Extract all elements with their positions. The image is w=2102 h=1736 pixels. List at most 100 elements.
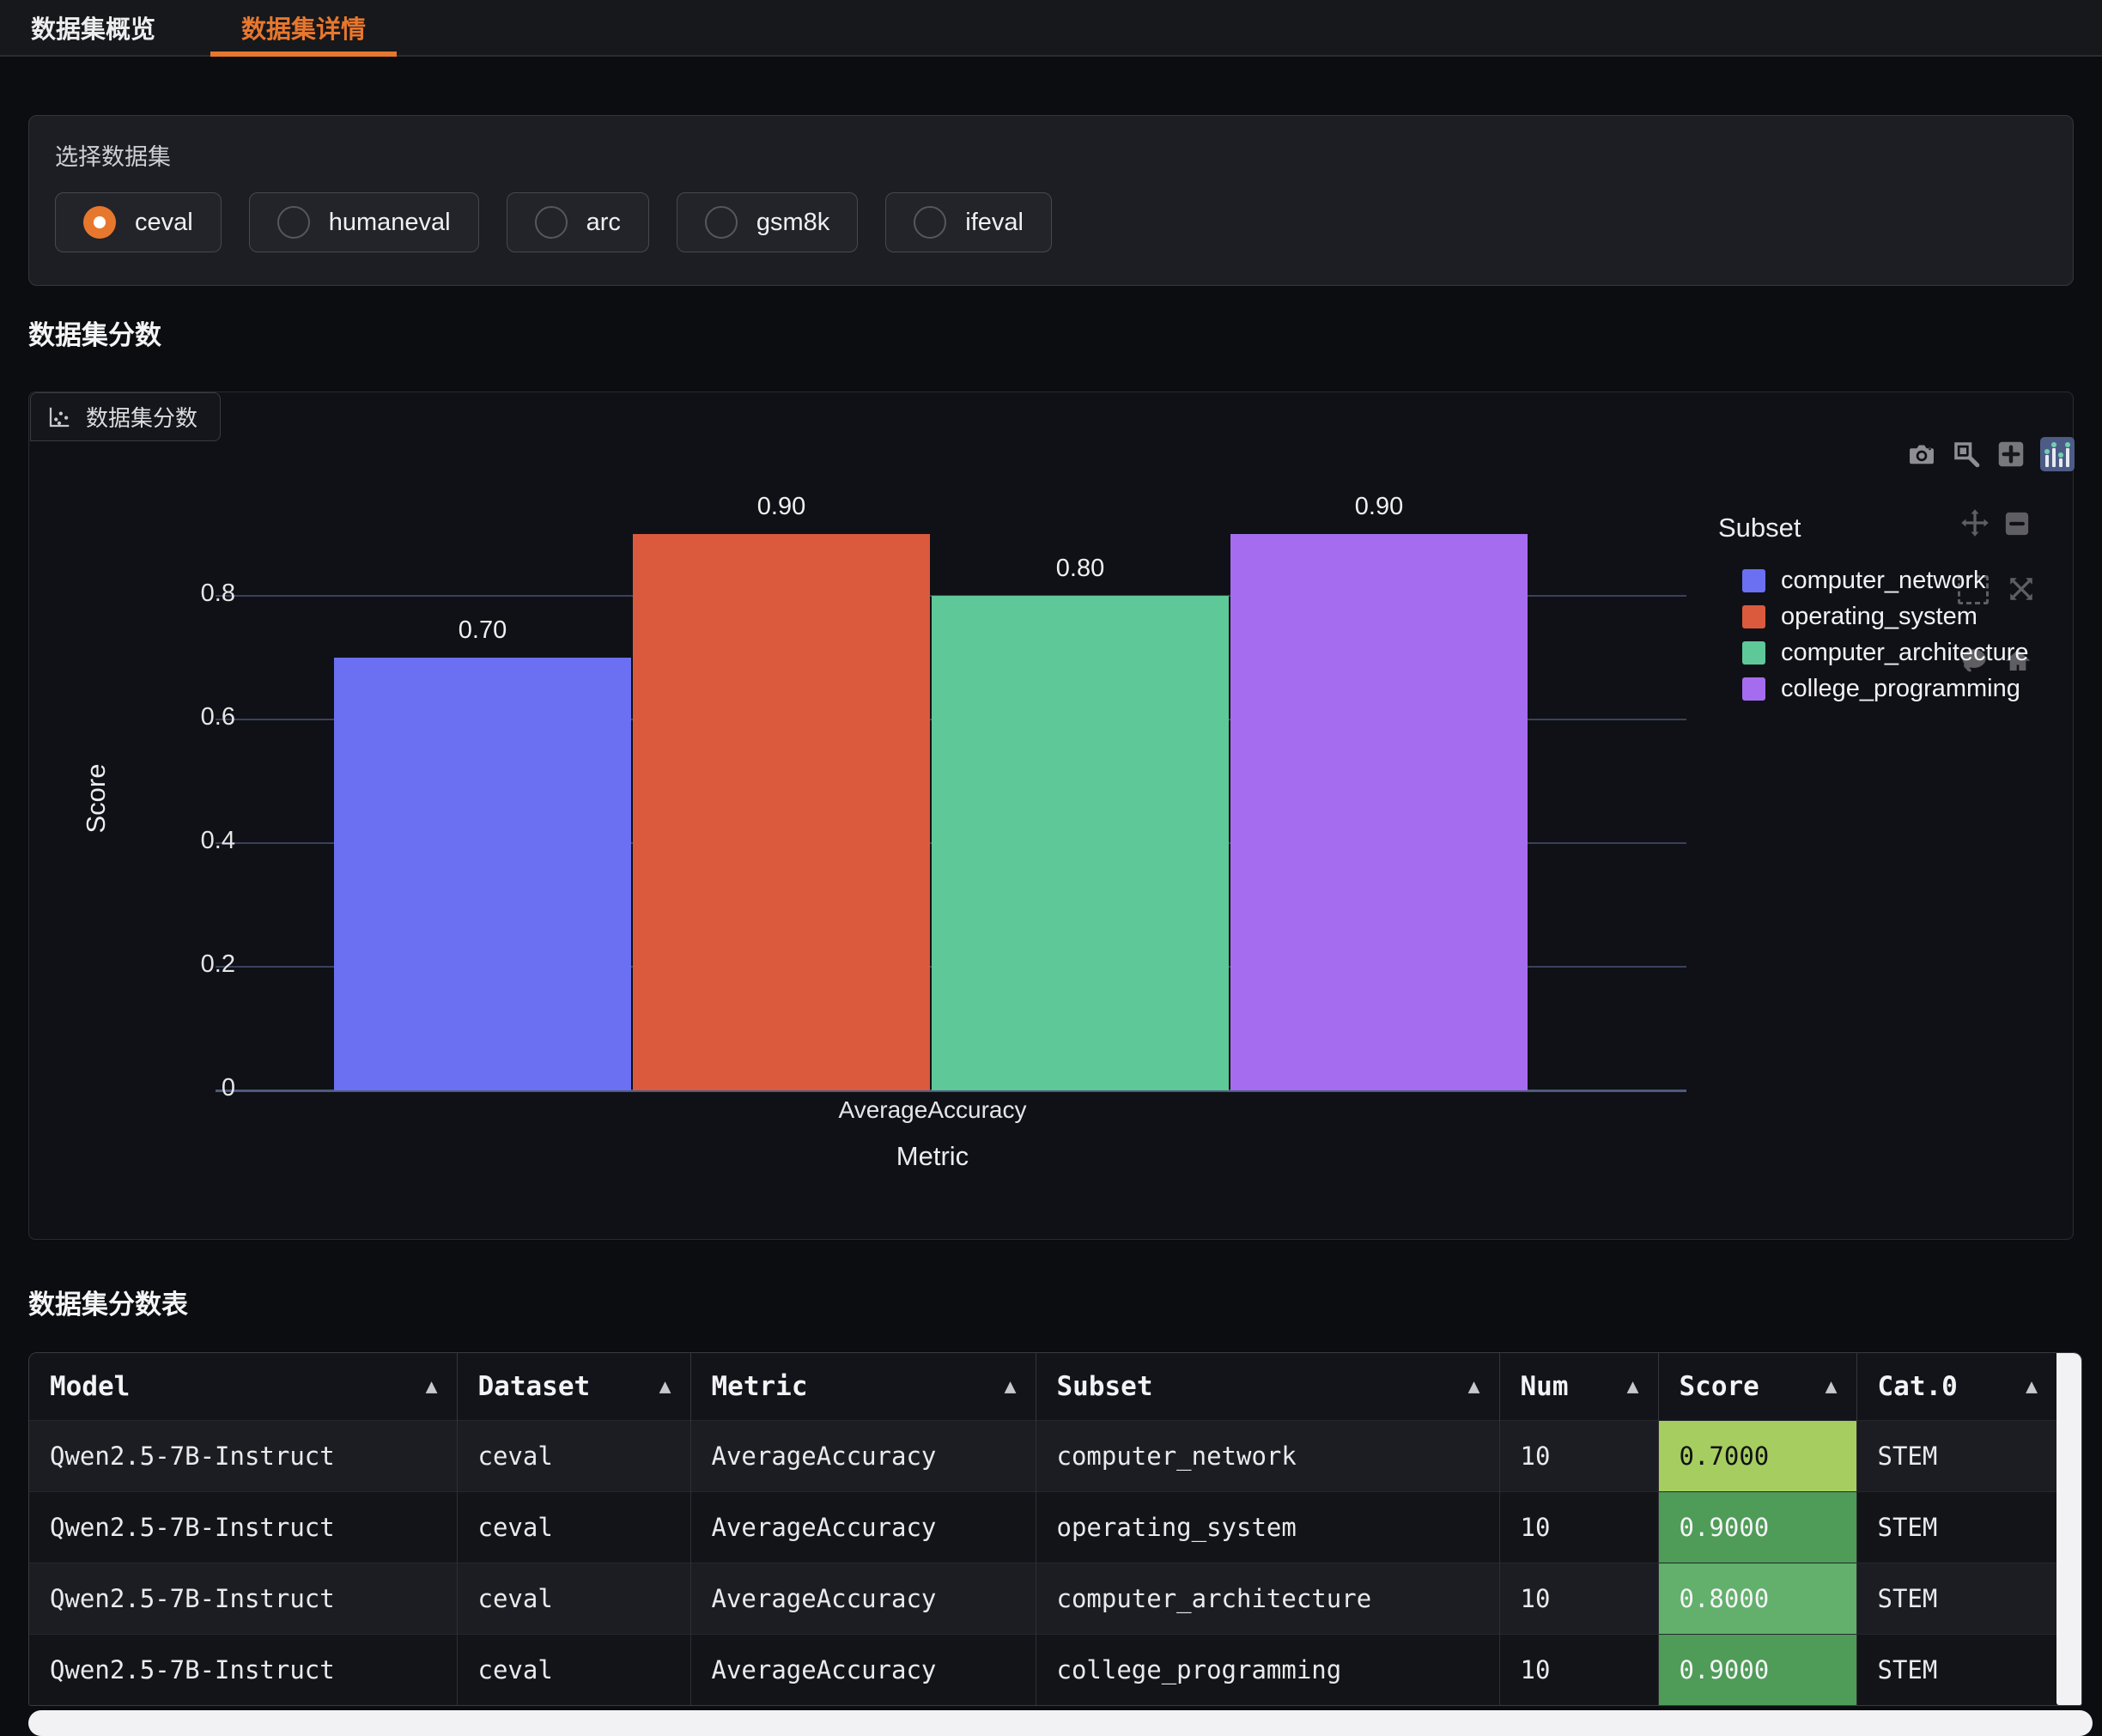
legend-item-computer_network[interactable]: computer_network: [1718, 562, 2029, 598]
table-header-row: Model▲Dataset▲Metric▲Subset▲Num▲Score▲Ca…: [29, 1353, 2056, 1421]
radio-icon: [535, 206, 568, 239]
cell-dataset: ceval: [457, 1635, 690, 1706]
column-label: Subset: [1057, 1371, 1153, 1402]
legend-label: computer_architecture: [1781, 639, 2029, 667]
legend-swatch: [1742, 569, 1765, 592]
score-cell: 0.9000: [1658, 1635, 1856, 1706]
radio-label: gsm8k: [756, 209, 829, 237]
scatter-plot-icon: [46, 404, 72, 430]
column-header-num[interactable]: Num ▲: [1499, 1353, 1658, 1421]
cell-dataset: ceval: [457, 1421, 690, 1492]
cell-num: 10: [1499, 1635, 1658, 1706]
cell-cat0: STEM: [1856, 1421, 2056, 1492]
tab-dataset-overview[interactable]: 数据集概览: [0, 0, 186, 55]
chart-chip-label: 数据集分数: [86, 401, 197, 433]
dataset-option-arc[interactable]: arc: [507, 192, 649, 252]
legend-title: Subset: [1718, 513, 2029, 543]
bar-value-label: 0.90: [633, 493, 930, 521]
bar-college_programming: [1230, 534, 1528, 1090]
cell-cat0: STEM: [1856, 1635, 2056, 1706]
y-tick-label: 0.4: [115, 827, 235, 855]
column-label: Num: [1521, 1371, 1569, 1402]
y-axis-title: Score: [81, 738, 112, 859]
radio-label: ifeval: [965, 209, 1024, 237]
legend-swatch: [1742, 641, 1765, 665]
chart-legend: Subset computer_networkoperating_systemc…: [1718, 513, 2029, 707]
column-label: Metric: [712, 1371, 808, 1402]
radio-selected-icon: [83, 206, 116, 239]
sort-arrow-icon[interactable]: ▲: [1627, 1375, 1639, 1398]
cell-model: Qwen2.5-7B-Instruct: [29, 1421, 457, 1492]
y-tick-label: 0.8: [115, 580, 235, 608]
cell-subset: college_programming: [1036, 1635, 1499, 1706]
legend-label: college_programming: [1781, 675, 2020, 703]
zoom-in-icon[interactable]: [1996, 439, 2026, 470]
dataset-select-label: 选择数据集: [55, 138, 2047, 172]
dataset-option-ceval[interactable]: ceval: [55, 192, 222, 252]
column-header-metric[interactable]: Metric ▲: [690, 1353, 1036, 1421]
cell-dataset: ceval: [457, 1563, 690, 1635]
radio-label: ceval: [135, 209, 193, 237]
chart-section-heading: 数据集分数: [28, 313, 2102, 352]
dataset-option-humaneval[interactable]: humaneval: [249, 192, 479, 252]
dataset-option-ifeval[interactable]: ifeval: [885, 192, 1052, 252]
cell-metric: AverageAccuracy: [690, 1635, 1036, 1706]
camera-icon[interactable]: [1906, 439, 1937, 470]
column-header-subset[interactable]: Subset ▲: [1036, 1353, 1499, 1421]
bar-value-label: 0.90: [1230, 493, 1528, 521]
cell-dataset: ceval: [457, 1492, 690, 1563]
x-axis-title: Metric: [761, 1141, 1104, 1172]
sort-arrow-icon[interactable]: ▲: [2026, 1375, 2038, 1398]
legend-swatch: [1742, 605, 1765, 628]
y-tick-label: 0.6: [115, 703, 235, 731]
sort-arrow-icon[interactable]: ▲: [426, 1375, 438, 1398]
legend-item-college_programming[interactable]: college_programming: [1718, 671, 2029, 707]
bar-value-label: 0.80: [932, 555, 1229, 583]
legend-items: computer_network operating_system computer…: [1718, 562, 2029, 707]
legend-item-operating_system[interactable]: operating_system: [1718, 598, 2029, 634]
column-header-score[interactable]: Score▲: [1658, 1353, 1856, 1421]
cell-metric: AverageAccuracy: [690, 1421, 1036, 1492]
radio-icon: [914, 206, 946, 239]
cell-cat0: STEM: [1856, 1492, 2056, 1563]
cell-model: Qwen2.5-7B-Instruct: [29, 1492, 457, 1563]
column-label: Dataset: [478, 1371, 591, 1402]
plotly-logo-icon[interactable]: [2040, 437, 2075, 471]
sort-arrow-icon[interactable]: ▲: [1468, 1375, 1480, 1398]
sort-arrow-icon[interactable]: ▲: [1005, 1375, 1017, 1398]
column-label: Model: [50, 1371, 130, 1402]
chart-card: 数据集分数 Score AverageAccuracy Metric: [28, 392, 2074, 1240]
legend-label: operating_system: [1781, 603, 1977, 631]
legend-swatch: [1742, 677, 1765, 701]
cell-model: Qwen2.5-7B-Instruct: [29, 1635, 457, 1706]
cell-model: Qwen2.5-7B-Instruct: [29, 1563, 457, 1635]
legend-item-computer_architecture[interactable]: computer_architecture: [1718, 634, 2029, 671]
legend-label: computer_network: [1781, 567, 1986, 595]
column-header-dataset[interactable]: Dataset ▲: [457, 1353, 690, 1421]
dataset-option-gsm8k[interactable]: gsm8k: [677, 192, 858, 252]
cell-subset: computer_architecture: [1036, 1563, 1499, 1635]
tab-dataset-details[interactable]: 数据集详情: [210, 0, 397, 55]
bar-computer_network: [334, 658, 631, 1090]
dataset-radio-group: ceval humaneval arc gsm8k ifeval: [55, 192, 2047, 252]
radio-label: humaneval: [329, 209, 451, 237]
column-header-cat-0[interactable]: Cat.0 ▲: [1856, 1353, 2056, 1421]
sort-arrow-icon[interactable]: ▲: [1826, 1375, 1838, 1398]
scores-table-wrap: Model▲Dataset▲Metric▲Subset▲Num▲Score▲Ca…: [28, 1352, 2082, 1736]
cell-num: 10: [1499, 1563, 1658, 1635]
table-row: Qwen2.5-7B-InstructcevalAverageAccuracyc…: [29, 1563, 2056, 1635]
cell-num: 10: [1499, 1492, 1658, 1563]
cell-num: 10: [1499, 1421, 1658, 1492]
sort-arrow-icon[interactable]: ▲: [659, 1375, 671, 1398]
score-cell: 0.8000: [1658, 1563, 1856, 1635]
column-label: Cat.0: [1878, 1371, 1958, 1402]
table-row: Qwen2.5-7B-InstructcevalAverageAccuracyc…: [29, 1421, 2056, 1492]
dataset-select-panel: 选择数据集 ceval humaneval arc gsm8k ifeval: [28, 115, 2074, 286]
radio-label: arc: [586, 209, 621, 237]
cell-subset: operating_system: [1036, 1492, 1499, 1563]
table-vertical-scrollbar[interactable]: [2056, 1353, 2082, 1705]
cell-cat0: STEM: [1856, 1563, 2056, 1635]
column-header-model[interactable]: Model ▲: [29, 1353, 457, 1421]
zoom-icon[interactable]: [1951, 439, 1982, 470]
table-horizontal-scrollbar[interactable]: [28, 1710, 2093, 1736]
